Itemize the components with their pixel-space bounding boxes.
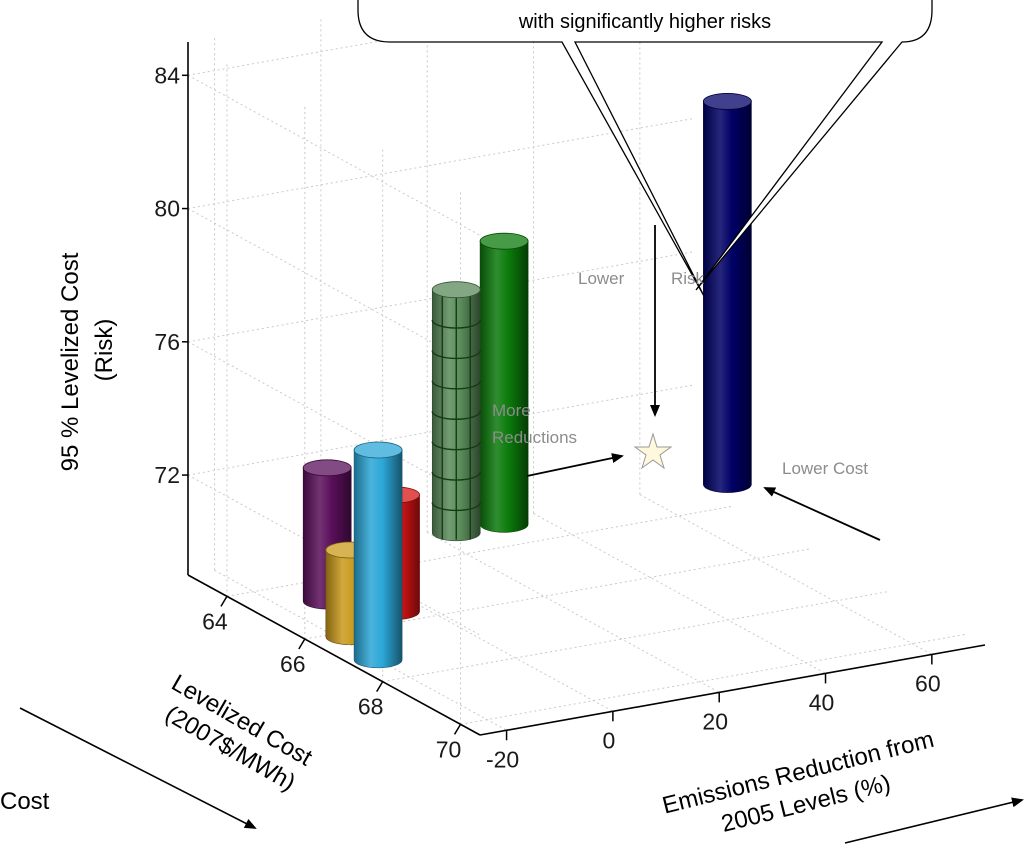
y-tick-label: 0 (602, 727, 615, 753)
gridline-z-side (187, 74, 481, 236)
callout-text: with significantly higher risks (518, 11, 771, 33)
gridline-z-side (187, 341, 481, 503)
z-tick-label: 76 (154, 329, 180, 355)
y-tick-label: 60 (915, 670, 941, 696)
callout-bubble: with significantly higher risks (357, 0, 933, 297)
cost-direction-arrow (19, 707, 257, 829)
x-tick-label: 68 (358, 694, 384, 720)
x-axis-ticks: 64 66 68 70 (202, 595, 462, 762)
cylinder-body (703, 101, 752, 493)
cylinder-cap (702, 93, 752, 110)
gridlines (187, 0, 966, 731)
gridline-z-side (187, 208, 481, 370)
z-tick-label: 80 (154, 196, 180, 222)
y-tick-label: 40 (809, 689, 835, 715)
cylinder-cap (353, 441, 403, 459)
gridline-y-floor (426, 531, 720, 693)
x-axis-line (187, 574, 481, 736)
star-marker (633, 432, 673, 470)
cylinder-body (479, 240, 529, 533)
x-tick-mark (298, 638, 306, 650)
z-axis-title-line1: 95 % Levelized Cost (57, 252, 84, 471)
cylinder-bar (479, 232, 529, 533)
gridline-y-floor (533, 512, 826, 674)
callout-shape (357, 0, 933, 297)
y-axis-line (479, 644, 986, 736)
x-tick-label: 64 (202, 608, 228, 634)
z-axis-title: 95 % Levelized Cost (Risk) (57, 252, 118, 471)
axis-frame (187, 42, 986, 736)
lower-cost-arrow (763, 487, 881, 541)
cylinder-bar (702, 93, 752, 493)
reduction-direction-arrow (844, 797, 1024, 844)
lower-cost-label: Lower Cost (782, 459, 868, 478)
cylinder-body (353, 449, 403, 669)
cylinder-bars (302, 93, 752, 669)
z-tick-label: 84 (154, 62, 180, 88)
gridline-y-floor (639, 494, 933, 655)
gridline-z-back (187, 118, 694, 210)
x-tick-mark (220, 595, 228, 607)
cylinder-cap (431, 281, 481, 299)
gridline-x-floor (460, 633, 966, 725)
y-tick-label: -20 (486, 746, 519, 772)
z-tick-label: 72 (154, 462, 180, 488)
gridline-x-floor (382, 591, 888, 683)
z-axis-title-line2: (Risk) (91, 319, 118, 382)
reductions-label: Reductions (492, 428, 577, 447)
more-reductions-arrow (526, 453, 624, 477)
cylinder-bar (431, 281, 481, 542)
cylinder-bar (353, 441, 403, 669)
y-axis-ticks: -20 0 20 40 60 (486, 654, 941, 772)
x-tick-mark (376, 681, 384, 693)
risk-label: Risk (671, 269, 705, 288)
x-tick-label: 66 (280, 651, 306, 677)
z-axis-ticks: 72 76 80 84 (154, 62, 188, 488)
cost-label: Cost (0, 788, 50, 815)
cylinder-cap (479, 232, 529, 250)
y-tick-label: 20 (702, 708, 728, 734)
x-axis-title: Levelized Cost (2007$/MWh) (161, 669, 317, 796)
lower-label: Lower (578, 269, 625, 288)
x-tick-label: 70 (436, 736, 462, 762)
x-tick-mark (453, 723, 462, 735)
cylinder-cap (302, 459, 352, 477)
more-label: More (492, 401, 531, 420)
